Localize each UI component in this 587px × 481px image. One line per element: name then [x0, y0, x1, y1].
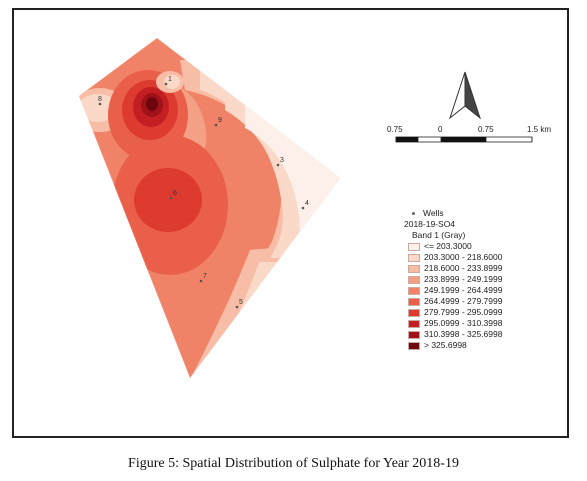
- legend-class-label: 264.4999 - 279.7999: [424, 296, 503, 306]
- legend-classes: <= 203.3000 203.3000 - 218.6000 218.6000 -…: [404, 241, 502, 351]
- well-point: [276, 163, 280, 167]
- legend-swatch: [408, 308, 420, 317]
- well-point: [214, 123, 218, 127]
- well-label: 1: [168, 76, 172, 83]
- legend-class-row: 249.1999 - 264.4999: [404, 285, 502, 296]
- scale-label-mid: 0.75: [478, 125, 494, 134]
- well-label: 6: [173, 190, 177, 197]
- north-arrow-icon: [449, 71, 481, 120]
- legend-class-label: 279.7999 - 295.0999: [424, 307, 503, 317]
- legend-class-label: 203.3000 - 218.6000: [424, 252, 503, 262]
- well-label: 5: [239, 299, 243, 306]
- legend-swatch: [408, 253, 420, 262]
- well-label: 7: [203, 273, 207, 280]
- legend-swatch: [408, 341, 420, 350]
- well-point: [164, 82, 168, 86]
- wells-layer: 1 8 9 3 4 6 7 5: [98, 76, 309, 309]
- legend-class-label: 249.1999 - 264.4999: [424, 285, 503, 295]
- legend-swatch: [408, 275, 420, 284]
- scale-label-left: 0.75: [387, 125, 403, 134]
- well-point: [301, 206, 305, 210]
- legend-class-label: <= 203.3000: [424, 241, 472, 251]
- legend-class-row: <= 203.3000: [404, 241, 502, 252]
- legend-class-label: 295.0999 - 310.3998: [424, 318, 503, 328]
- interpolated-surface: [79, 38, 340, 378]
- well-point: [235, 305, 239, 309]
- legend-swatch: [408, 319, 420, 328]
- figure-caption: Figure 5: Spatial Distribution of Sulpha…: [128, 456, 459, 471]
- well-point: [98, 102, 102, 106]
- legend-class-label: 233.8999 - 249.1999: [424, 274, 503, 284]
- legend-wells-label: Wells: [423, 208, 444, 218]
- map-legend: Wells 2018-19-SO4 Band 1 (Gray) <= 203.3…: [404, 208, 502, 351]
- scale-label-end: 1.5 km: [527, 125, 552, 134]
- legend-class-row: 295.0999 - 310.3998: [404, 318, 502, 329]
- legend-wells-row: Wells: [404, 208, 502, 219]
- legend-swatch: [408, 297, 420, 306]
- legend-swatch: [408, 286, 420, 295]
- legend-swatch: [408, 330, 420, 339]
- legend-swatch: [408, 264, 420, 273]
- scale-bar: [395, 136, 533, 143]
- legend-layer-name: 2018-19-SO4: [404, 219, 456, 229]
- legend-class-row: 264.4999 - 279.7999: [404, 296, 502, 307]
- legend-class-row: 203.3000 - 218.6000: [404, 252, 502, 263]
- legend-class-row: 310.3998 - 325.6998: [404, 329, 502, 340]
- legend-class-label: 310.3998 - 325.6998: [424, 329, 503, 339]
- well-label: 4: [305, 200, 309, 207]
- well-point: [199, 279, 203, 283]
- legend-swatch: [408, 242, 420, 251]
- legend-class-label: > 325.6998: [424, 340, 467, 350]
- well-label: 8: [98, 96, 102, 103]
- scale-label-zero: 0: [438, 125, 443, 134]
- legend-class-row: 233.8999 - 249.1999: [404, 274, 502, 285]
- well-point: [169, 196, 173, 200]
- well-point-icon: [412, 212, 415, 215]
- legend-class-row: > 325.6998: [404, 340, 502, 351]
- legend-class-row: 279.7999 - 295.0999: [404, 307, 502, 318]
- legend-class-row: 218.6000 - 233.8999: [404, 263, 502, 274]
- well-label: 3: [280, 157, 284, 164]
- legend-band-label: Band 1 (Gray): [412, 230, 466, 240]
- legend-class-label: 218.6000 - 233.8999: [424, 263, 503, 273]
- well-label: 9: [218, 117, 222, 124]
